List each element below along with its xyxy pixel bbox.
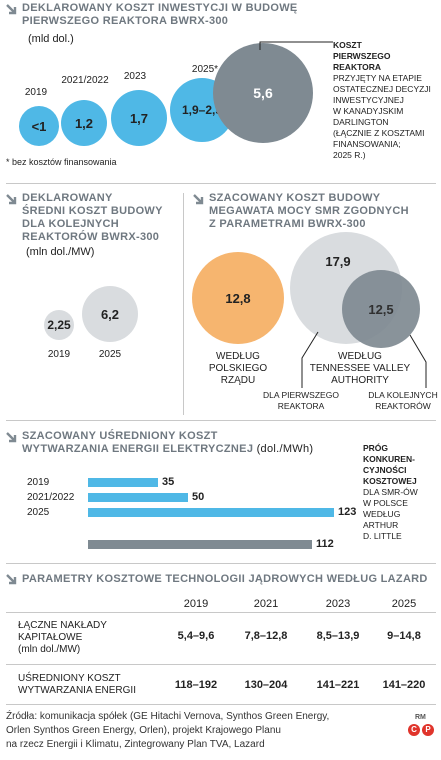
table-cell: 118–192	[174, 679, 218, 691]
section-arrow-icon	[193, 194, 204, 205]
bar-value-label: 50	[192, 491, 205, 503]
s3-label-tva: WEDŁUG TENNESSEE VALLEY AUTHORITY	[309, 351, 411, 386]
table-row-label: UŚREDNIONY KOSZT WYTWARZANIA ENERGII	[18, 673, 136, 696]
bar-value-label: 112	[316, 538, 334, 550]
table-header: 2023	[325, 598, 351, 610]
section1-unit: (mld dol.)	[28, 33, 74, 45]
table-header: 2021	[253, 598, 279, 610]
s1-bubble: <1	[19, 106, 59, 146]
bar	[88, 540, 312, 549]
bar	[88, 508, 334, 517]
s2-year-label: 2019	[47, 349, 71, 360]
bar-value-label: 123	[338, 506, 357, 518]
section-arrow-icon	[6, 432, 17, 443]
s1-year-label: 2025*	[191, 64, 219, 75]
section2-unit: (mln dol./MW)	[26, 246, 95, 258]
bar-value-label: 35	[162, 476, 175, 488]
section-arrow-icon	[6, 574, 17, 585]
section4-title: SZACOWANY UŚREDNIONY KOSZT WYTWARZANIA E…	[22, 430, 314, 455]
s3-bubble: 12,8	[192, 252, 284, 344]
logo-c-icon: C	[408, 724, 420, 736]
table-cell: 9–14,8	[387, 630, 421, 642]
s1-bubble: 1,2	[61, 100, 107, 146]
leader-lines	[301, 331, 427, 388]
s4-row-label: 2019	[27, 477, 50, 488]
s4-threshold-note: PRÓG KONKUREN- CYJNOŚCI KOSZTOWEJ DLA SM…	[363, 443, 418, 541]
s1-bubble: 1,7	[111, 90, 167, 146]
s3-label-first: DLA PIERWSZEGO REAKTORA	[263, 390, 339, 411]
s3-label-poland: WEDŁUG POLSKIEGO RZĄDU	[208, 351, 268, 386]
s4-row-label: 2021/2022	[27, 492, 75, 503]
vertical-divider	[183, 193, 184, 415]
table-row-label: ŁĄCZNE NAKŁADY KAPITAŁOWE (mln dol./MW)	[18, 620, 107, 655]
section-arrow-icon	[6, 4, 17, 15]
s1-annotation: KOSZT PIERWSZEGO REAKTORA PRZYJĘTY NA ET…	[333, 40, 431, 160]
table-header: 2019	[183, 598, 209, 610]
s2-year-label: 2025	[98, 349, 122, 360]
leader-line	[259, 41, 333, 50]
s1-year-label: 2021/2022	[61, 75, 109, 86]
section2-title: DEKLAROWANY ŚREDNI KOSZT BUDOWY DLA KOLE…	[22, 192, 163, 243]
bar	[88, 478, 158, 487]
section5-title: PARAMETRY KOSZTOWE TECHNOLOGII JĄDROWYCH…	[22, 573, 428, 585]
s1-year-label: 2019	[24, 87, 48, 98]
divider	[6, 563, 436, 564]
table-cell: 7,8–12,8	[244, 630, 288, 642]
table-header: 2025	[391, 598, 417, 610]
section3-title: SZACOWANY KOSZT BUDOWY MEGAWATA MOCY SMR…	[209, 192, 409, 230]
table-cell: 141–221	[316, 679, 360, 691]
s2-bubble: 2,25	[44, 310, 74, 340]
s1-year-label: 2023	[123, 71, 147, 82]
logo-rm: RM	[415, 714, 426, 721]
s3-bubble: 12,5	[342, 270, 420, 348]
s1-footnote: * bez kosztów finansowania	[6, 157, 117, 167]
table-cell: 5,4–9,6	[177, 630, 215, 642]
s1-bubble: 5,6	[213, 43, 313, 143]
logo-p-icon: P	[422, 724, 434, 736]
table-cell: 141–220	[382, 679, 426, 691]
divider	[6, 183, 436, 184]
divider	[6, 420, 436, 421]
s4-row-label: 2025	[27, 507, 50, 518]
table-cell: 130–204	[244, 679, 288, 691]
source-note: Źródła: komunikacja spółek (GE Hitachi V…	[6, 711, 330, 750]
section-arrow-icon	[6, 194, 17, 205]
s3-label-next: DLA KOLEJNYCH REAKTORÓW	[368, 390, 438, 411]
section1-title: DEKLAROWANY KOSZT INWESTYCJI W BUDOWĘ PI…	[22, 2, 298, 27]
table-cell: 8,5–13,9	[316, 630, 360, 642]
divider	[6, 704, 436, 705]
bar	[88, 493, 188, 502]
s2-bubble: 6,2	[82, 286, 138, 342]
